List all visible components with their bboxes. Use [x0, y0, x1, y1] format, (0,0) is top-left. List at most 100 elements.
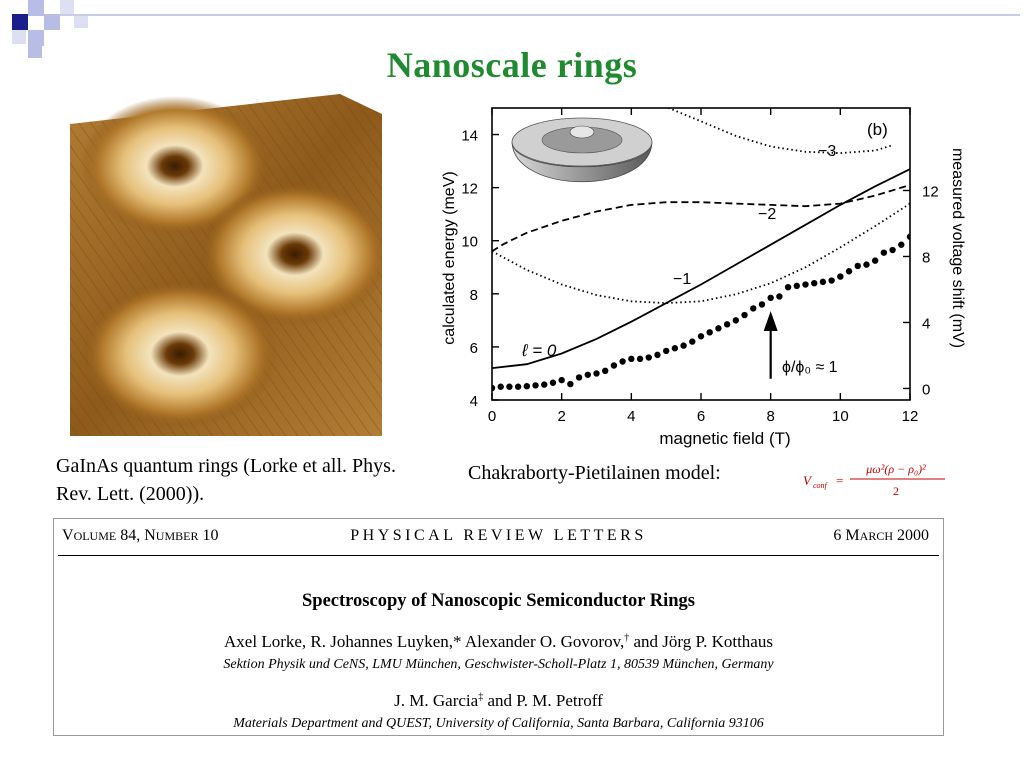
data-point: [689, 338, 696, 345]
data-point: [750, 305, 757, 312]
x-axis-label: magnetic field (T): [659, 429, 790, 448]
series-line-2: [492, 184, 910, 253]
data-point: [741, 311, 748, 319]
data-point: [671, 345, 679, 352]
data-point: [837, 273, 844, 280]
data-point: [880, 249, 888, 256]
y-tick-label: 12: [461, 181, 478, 198]
y-tick-label: 10: [461, 234, 478, 251]
header-rule: [58, 555, 939, 556]
paper-date: 6 MARCH 2000: [833, 527, 929, 544]
data-point: [723, 321, 731, 328]
paper-volume: VOLUME 84, NUMBER 10: [62, 527, 219, 544]
formula-denominator: 2: [893, 484, 899, 498]
data-point: [628, 355, 635, 363]
data-point: [523, 382, 531, 390]
y-tick-label: 6: [470, 340, 478, 357]
data-point: [506, 383, 513, 390]
data-point: [906, 233, 910, 240]
y-right-tick-label: 8: [922, 249, 930, 266]
confinement-potential-formula: V conf = μω²(ρ − ρ₀)² 2: [803, 462, 945, 498]
data-point: [680, 342, 687, 349]
ring-3d-inset: [511, 117, 653, 183]
data-point: [758, 301, 766, 308]
x-tick-label: 12: [902, 408, 919, 425]
x-tick-label: 0: [488, 408, 496, 425]
data-point: [497, 383, 504, 390]
model-label: Chakraborty-Pietilainen model:: [468, 462, 721, 484]
data-point: [654, 351, 661, 359]
flux-arrow-head: [763, 311, 778, 331]
x-tick-label: 6: [697, 408, 705, 425]
data-point: [610, 362, 618, 369]
data-point: [492, 384, 496, 392]
data-point: [697, 333, 705, 340]
y-right-tick-label: 4: [922, 315, 930, 332]
data-point: [828, 277, 835, 284]
data-point: [715, 325, 722, 332]
x-tick-label: 8: [766, 408, 774, 425]
panel-label: (b): [867, 120, 888, 139]
data-point: [898, 241, 905, 248]
data-point: [549, 379, 557, 386]
paper-journal: PHYSICAL REVIEW LETTERS: [350, 527, 647, 544]
data-point: [819, 278, 827, 286]
data-point: [706, 329, 713, 336]
data-point: [602, 367, 609, 374]
data-point: [541, 381, 548, 388]
formula-lhs-sub: conf: [813, 481, 829, 490]
annotation-m3: −3: [818, 143, 836, 160]
x-tick-label: 2: [557, 408, 565, 425]
x-tick-label: 4: [627, 408, 635, 425]
y-right-tick-label: 12: [922, 183, 939, 200]
annotation-m2: −2: [758, 206, 776, 223]
afm-caption: GaInAs quantum rings (Lorke et all. Phys…: [56, 455, 396, 505]
data-point: [854, 262, 861, 270]
y-axis-right-label: measured voltage shift (mV): [949, 148, 966, 348]
data-point: [802, 281, 809, 288]
paper-affiliation-2: Materials Department and QUEST, Universi…: [233, 716, 764, 731]
formula-numerator: μω²(ρ − ρ₀)²: [865, 462, 926, 476]
data-point: [732, 317, 740, 324]
data-point: [871, 257, 879, 264]
data-point: [593, 370, 600, 377]
annotation-flux: ϕ/ϕ₀ ≈ 1: [782, 359, 838, 376]
series-line-3: [666, 108, 893, 155]
paper-header-excerpt: VOLUME 84, NUMBER 10 PHYSICAL REVIEW LET…: [53, 518, 944, 736]
y-right-tick-label: 0: [922, 381, 930, 398]
annotation-m1: −1: [673, 271, 691, 288]
data-point: [532, 382, 539, 389]
data-point: [776, 293, 783, 300]
data-point: [767, 294, 774, 301]
data-point: [636, 355, 644, 363]
series-line-1: [492, 202, 910, 305]
data-point: [575, 374, 583, 381]
data-point: [793, 282, 800, 290]
data-point: [784, 283, 792, 291]
y-tick-label: 4: [470, 393, 478, 410]
data-point: [619, 358, 626, 365]
quantum-ring-afm-image: [70, 94, 382, 436]
data-point: [558, 376, 565, 384]
paper-authors-1: Axel Lorke, R. Johannes Luyken,* Alexand…: [224, 632, 773, 651]
data-point: [567, 380, 574, 388]
slide-title: Nanoscale rings: [386, 45, 638, 85]
data-point: [584, 371, 591, 378]
data-point: [645, 354, 652, 361]
formula-lhs: V: [803, 473, 813, 488]
data-point: [863, 261, 870, 268]
data-point: [889, 246, 896, 254]
formula-equals: =: [836, 473, 843, 488]
paper-title: Spectroscopy of Nanoscopic Semiconductor…: [302, 591, 695, 611]
data-point: [811, 280, 818, 287]
paper-authors-2: J. M. Garcia‡ and P. M. Petroff: [394, 691, 603, 710]
data-point: [662, 347, 670, 355]
paper-affiliation-1: Sektion Physik und CeNS, LMU München, Ge…: [223, 657, 774, 672]
y-axis-label: calculated energy (meV): [441, 171, 458, 344]
x-tick-label: 10: [832, 408, 849, 425]
annotation-l0: ℓ = 0: [521, 341, 557, 360]
data-point: [514, 383, 522, 390]
y-tick-label: 14: [461, 128, 478, 145]
y-tick-label: 8: [470, 287, 478, 304]
